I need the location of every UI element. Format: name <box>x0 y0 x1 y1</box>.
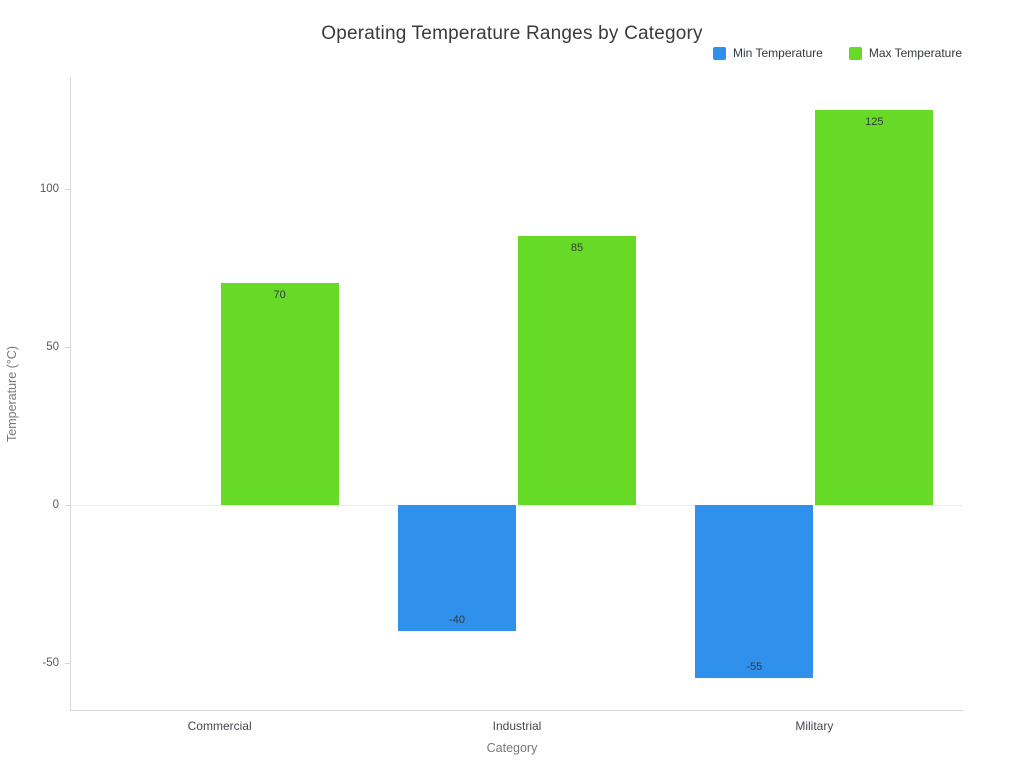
bar-value-label: 125 <box>865 115 884 128</box>
y-axis-title-text: Temperature (°C) <box>5 346 19 442</box>
legend-item-min-temperature[interactable]: Min Temperature <box>713 46 823 60</box>
legend-label: Min Temperature <box>733 46 823 60</box>
y-tick-mark <box>65 346 71 348</box>
x-tick-label: Industrial <box>492 719 542 733</box>
x-tick-label: Commercial <box>187 719 252 733</box>
y-axis-title: Temperature (°C) <box>0 78 24 710</box>
y-tick-mark <box>65 188 71 190</box>
zero-gridline <box>71 504 963 506</box>
x-axis-title: Category <box>486 741 538 755</box>
x-tick-label: Military <box>795 719 834 733</box>
bar-value-label: 70 <box>273 289 286 302</box>
min-temperature-bar: -55 <box>695 504 814 679</box>
y-tick-mark <box>65 504 71 506</box>
legend-label: Max Temperature <box>868 46 962 60</box>
legend-item-max-temperature[interactable]: Max Temperature <box>848 46 962 60</box>
bar-value-label: -40 <box>449 613 465 626</box>
legend: Min Temperature Max Temperature <box>713 46 962 60</box>
y-tick-label: 100 <box>39 182 59 195</box>
max-temperature-bar: 70 <box>220 283 339 505</box>
y-tick-mark <box>65 662 71 664</box>
y-tick-label: 0 <box>52 498 59 511</box>
bar-value-label: -55 <box>746 661 763 674</box>
max-temperature-bar: 125 <box>815 109 934 505</box>
min-temperature-bar: -40 <box>398 504 516 631</box>
max-temperature-bar: 85 <box>518 236 636 505</box>
chart-title: Operating Temperature Ranges by Category <box>321 23 703 44</box>
bar-value-label: 85 <box>570 242 584 254</box>
plot-area: -50 0 50 100 Commercial 70 Industrial -40 85 Mili… <box>40 78 963 733</box>
legend-swatch-icon <box>713 46 727 60</box>
y-tick-label: -50 <box>42 656 59 669</box>
legend-swatch-icon <box>848 46 862 60</box>
y-tick-label: 50 <box>46 340 59 353</box>
